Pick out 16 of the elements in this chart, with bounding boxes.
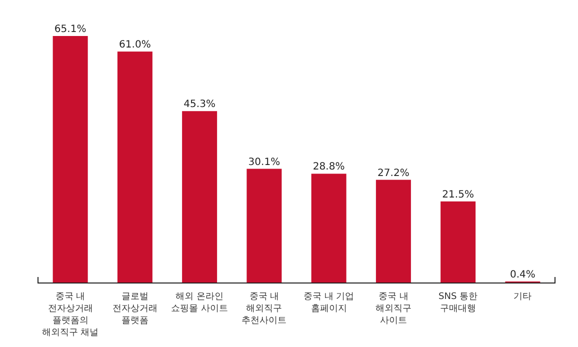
data-label: 45.3% (184, 99, 216, 110)
data-label: 0.4% (510, 269, 536, 280)
x-tick-label: 글로벌 전자상거래 플랫폼 (112, 292, 158, 326)
data-label: 61.0% (119, 40, 151, 51)
x-tick-label: 중국 내 전자상거래 플랫폼의 해외직구 채널 (42, 292, 99, 338)
x-tick-label: 해외 온라인 쇼핑몰 사이트 (171, 292, 228, 314)
data-label: 30.1% (248, 156, 280, 168)
data-label: 28.8% (312, 162, 345, 173)
data-label: 21.5% (442, 189, 474, 200)
x-tick-label: 중국 내 기업 홈페이지 (303, 292, 354, 314)
x-tick-label: 중국 내 해외직구 사이트 (375, 292, 412, 326)
data-label: 27.2% (378, 168, 410, 179)
x-tick-label: SNS 통한 구매대행 (438, 292, 478, 314)
data-label: 65.1% (54, 24, 86, 35)
x-tick-label: 기타 (514, 292, 532, 302)
x-tick-label: 중국 내 해외직구 추천사이트 (242, 292, 287, 326)
